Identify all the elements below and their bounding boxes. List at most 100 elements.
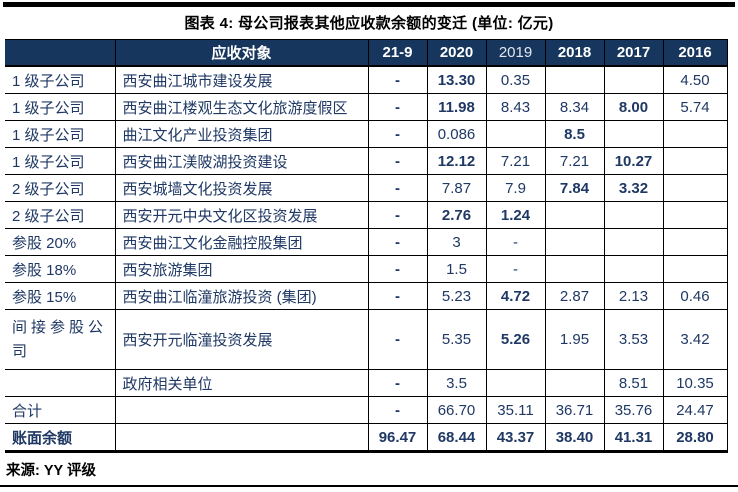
row-category: 2 级子公司	[5, 201, 116, 229]
value-cell: 3.53	[603, 309, 664, 370]
source-note: 来源: YY 评级	[6, 463, 96, 479]
value-cell	[662, 120, 728, 148]
value-cell: 24.47	[662, 396, 728, 424]
value-cell: 36.71	[544, 396, 605, 424]
value-cell: 3.5	[426, 369, 487, 397]
row-category: 参股 15%	[5, 282, 116, 310]
company-name: 西安开元临潼投资发展	[114, 309, 369, 370]
value-cell	[544, 255, 605, 283]
table-row: 参股 15% 西安曲江临潼旅游投资 (集团) -5.23 4.72 2.87 2.13 0.…	[5, 282, 728, 310]
value-cell: 35.76	[603, 396, 664, 424]
value-cell	[544, 228, 605, 256]
table-row: 政府相关单位 -3.5 8.51 10.35	[5, 369, 728, 397]
value-cell	[662, 228, 728, 256]
value-cell: 12.12	[426, 147, 487, 175]
value-cell: 8.34	[544, 93, 605, 121]
column-header: 2017	[603, 39, 664, 67]
value-cell	[603, 120, 664, 148]
table-row: 账面余额 96.47 68.44 43.37 38.40 41.31 28.80	[5, 423, 728, 453]
value-cell: -	[367, 396, 428, 424]
header-row: 应收对象 21-9 2020 2019 2018 2017 2016	[5, 39, 728, 67]
value-cell: 41.31	[603, 423, 664, 453]
row-category: 参股 18%	[5, 255, 116, 283]
company-name: 曲江文化产业投资集团	[114, 120, 369, 148]
value-cell	[662, 255, 728, 283]
value-cell: -	[485, 228, 546, 256]
value-cell: 10.27	[603, 147, 664, 175]
company-name: 西安城墙文化投资发展	[114, 174, 369, 202]
row-category: 1 级子公司	[5, 65, 116, 94]
value-cell: 43.37	[485, 423, 546, 453]
value-cell: 7.9	[485, 174, 546, 202]
table-row: 间接参股公司 西安开元临潼投资发展 -5.35 5.26 1.95 3.53 3.42	[5, 309, 728, 370]
value-cell: 0.086	[426, 120, 487, 148]
column-header: 2018	[544, 39, 605, 67]
value-cell: 2.87	[544, 282, 605, 310]
value-cell	[544, 65, 605, 94]
column-header	[5, 39, 116, 67]
value-cell: 68.44	[426, 423, 487, 453]
table-row: 2 级子公司 西安城墙文化投资发展 -7.87 7.9 7.84 3.32	[5, 174, 728, 202]
value-cell: 2.13	[603, 282, 664, 310]
value-cell: -	[367, 147, 428, 175]
company-name: 西安旅游集团	[114, 255, 369, 283]
value-cell: 7.21	[485, 147, 546, 175]
value-cell: -	[367, 174, 428, 202]
receivables-table: 应收对象 21-9 2020 2019 2018 2017 2016 1 级子公司 西安曲江城…	[5, 39, 728, 453]
table-body: 1 级子公司 西安曲江城市建设发展 -13.30 0.35 4.50 1 级子公司 西安曲江…	[5, 65, 728, 453]
company-name	[114, 423, 369, 453]
value-cell: 0.46	[662, 282, 728, 310]
company-name: 政府相关单位	[114, 369, 369, 397]
column-header: 2016	[662, 39, 728, 67]
value-cell	[603, 255, 664, 283]
value-cell: -	[367, 282, 428, 310]
value-cell: 3.42	[662, 309, 728, 370]
value-cell	[485, 120, 546, 148]
value-cell: 8.5	[544, 120, 605, 148]
value-cell: -	[367, 309, 428, 370]
value-cell: 1.95	[544, 309, 605, 370]
table-row: 参股 20% 西安曲江文化金融控股集团 -3-	[5, 228, 728, 256]
value-cell	[603, 65, 664, 94]
value-cell: 96.47	[367, 423, 428, 453]
value-cell: 8.00	[603, 93, 664, 121]
value-cell: -	[367, 369, 428, 397]
column-header: 2019	[485, 39, 546, 67]
value-cell: 1.24	[485, 201, 546, 229]
row-category: 合计	[5, 396, 116, 424]
value-cell: -	[367, 255, 428, 283]
table-row: 1 级子公司 西安曲江渼陂湖投资建设 -12.12 7.21 7.21 10.27	[5, 147, 728, 175]
value-cell: -	[367, 228, 428, 256]
row-category: 1 级子公司	[5, 93, 116, 121]
value-cell	[603, 201, 664, 229]
table-row: 1 级子公司 西安曲江城市建设发展 -13.30 0.35 4.50	[5, 65, 728, 94]
value-cell	[603, 228, 664, 256]
value-cell: 3	[426, 228, 487, 256]
value-cell: 7.84	[544, 174, 605, 202]
value-cell: 5.23	[426, 282, 487, 310]
value-cell	[485, 369, 546, 397]
value-cell	[662, 147, 728, 175]
value-cell: 0.35	[485, 65, 546, 94]
value-cell: 1.5	[426, 255, 487, 283]
row-category: 2 级子公司	[5, 174, 116, 202]
value-cell: -	[485, 255, 546, 283]
value-cell: -	[367, 120, 428, 148]
value-cell	[662, 201, 728, 229]
bottom-divider	[0, 485, 738, 487]
value-cell: 8.43	[485, 93, 546, 121]
company-name: 西安开元中央文化区投资发展	[114, 201, 369, 229]
row-category	[5, 369, 116, 397]
company-name: 西安曲江楼观生态文化旅游度假区	[114, 93, 369, 121]
value-cell	[544, 369, 605, 397]
value-cell: 2.76	[426, 201, 487, 229]
value-cell: -	[367, 93, 428, 121]
row-category: 1 级子公司	[5, 147, 116, 175]
value-cell: 66.70	[426, 396, 487, 424]
value-cell: 11.98	[426, 93, 487, 121]
value-cell: 4.50	[662, 65, 728, 94]
value-cell: -	[367, 65, 428, 94]
value-cell: 28.80	[662, 423, 728, 453]
value-cell: 35.11	[485, 396, 546, 424]
